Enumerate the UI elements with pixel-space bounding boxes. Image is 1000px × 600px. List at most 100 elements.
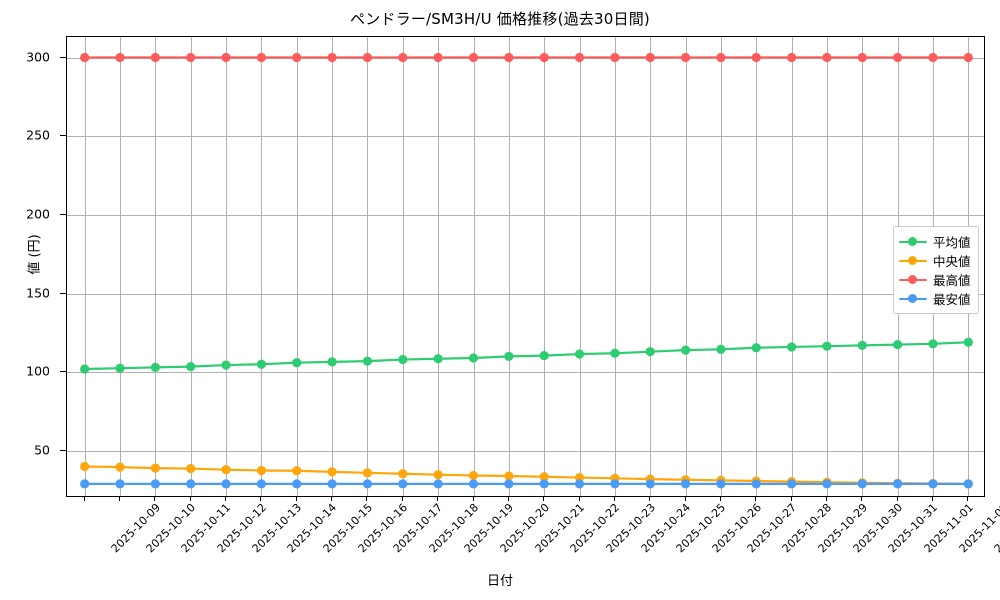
data-point: [327, 479, 337, 489]
y-tick-mark: [60, 135, 66, 137]
data-point: [186, 362, 196, 372]
gridline-vertical: [226, 37, 228, 496]
data-point: [787, 342, 797, 352]
y-tick-label: 100: [26, 363, 50, 379]
x-tick-mark: [331, 497, 333, 501]
gridline-horizontal: [67, 136, 984, 138]
data-point: [645, 347, 655, 357]
data-point: [292, 52, 302, 63]
data-point: [680, 52, 691, 63]
data-point: [80, 52, 90, 63]
series-layer: [80, 52, 973, 489]
data-point: [716, 344, 726, 354]
gridline-vertical: [438, 37, 440, 496]
gridline-vertical: [190, 37, 192, 496]
data-point: [221, 479, 231, 489]
data-point: [539, 52, 549, 63]
legend-swatch-icon: [899, 254, 927, 268]
data-point: [468, 479, 479, 489]
x-tick-mark: [295, 497, 297, 501]
data-point: [504, 471, 514, 481]
data-point: [433, 52, 443, 63]
legend-label: 最高値: [933, 273, 971, 288]
data-point: [504, 479, 514, 489]
data-point: [433, 479, 443, 489]
x-tick-mark: [437, 497, 439, 501]
data-point: [963, 479, 973, 489]
gridline-vertical: [720, 37, 722, 496]
y-tick-label: 250: [26, 127, 50, 143]
legend-swatch-icon: [899, 273, 927, 287]
x-tick-mark: [119, 497, 120, 501]
x-tick-mark: [578, 497, 580, 501]
data-point: [150, 362, 160, 373]
legend-item-最高値[interactable]: 最高値: [899, 270, 971, 289]
data-point: [221, 52, 231, 63]
x-tick-mark: [755, 497, 757, 501]
data-point: [539, 479, 549, 489]
data-point: [150, 52, 160, 63]
data-point: [398, 52, 408, 63]
data-point: [680, 479, 691, 489]
x-tick-mark: [83, 497, 85, 501]
y-tick-label: 50: [34, 442, 50, 458]
data-point: [504, 351, 514, 361]
data-point: [150, 463, 160, 473]
gridline-vertical: [473, 37, 475, 496]
x-tick-mark: [543, 497, 545, 501]
data-point: [256, 52, 266, 63]
data-point: [539, 472, 549, 482]
chart-title: ペンドラー/SM3H/U 価格推移(過去30日間): [350, 10, 650, 28]
legend-swatch-icon: [899, 292, 927, 306]
data-point: [574, 349, 585, 359]
data-point: [857, 52, 867, 63]
x-tick-mark: [896, 497, 898, 501]
data-point: [256, 479, 266, 489]
legend-label: 中央値: [933, 254, 971, 269]
gridline-vertical: [791, 37, 793, 496]
data-point: [398, 354, 408, 365]
data-point: [362, 356, 373, 366]
data-point: [115, 52, 125, 63]
data-point: [362, 479, 373, 489]
data-point: [398, 479, 408, 489]
legend-item-平均値[interactable]: 平均値: [899, 232, 971, 251]
data-point: [221, 360, 231, 370]
data-point: [893, 479, 903, 489]
legend-item-中央値[interactable]: 中央値: [899, 251, 971, 270]
gridline-horizontal: [67, 450, 984, 452]
data-point: [716, 479, 726, 489]
gridline-horizontal: [67, 293, 984, 295]
data-point: [645, 479, 655, 489]
data-point: [292, 358, 302, 368]
data-point: [504, 52, 514, 63]
gridline-vertical: [826, 37, 828, 496]
y-tick-mark: [60, 213, 66, 215]
gridline-vertical: [296, 37, 298, 496]
data-point: [822, 341, 832, 351]
x-tick-mark: [472, 497, 474, 501]
data-point: [539, 351, 549, 361]
gridline-vertical: [84, 37, 86, 496]
legend-swatch-icon: [899, 235, 927, 249]
data-point: [928, 52, 938, 63]
legend-item-最安値[interactable]: 最安値: [899, 289, 971, 308]
data-point: [857, 340, 867, 350]
x-tick-mark: [260, 497, 262, 501]
data-point: [150, 479, 160, 489]
x-tick-mark: [154, 497, 156, 501]
data-point: [327, 52, 337, 63]
gridline-vertical: [332, 37, 334, 496]
x-tick-mark: [366, 497, 368, 501]
data-point: [292, 466, 302, 476]
x-tick-mark: [225, 497, 227, 501]
data-point: [115, 462, 125, 472]
data-point: [80, 461, 90, 472]
data-point: [963, 52, 973, 63]
data-point: [751, 479, 761, 489]
y-tick-label: 150: [26, 285, 50, 300]
x-tick-mark: [719, 497, 721, 501]
data-point: [115, 363, 125, 373]
gridline-vertical: [120, 37, 121, 496]
data-point: [893, 340, 903, 350]
